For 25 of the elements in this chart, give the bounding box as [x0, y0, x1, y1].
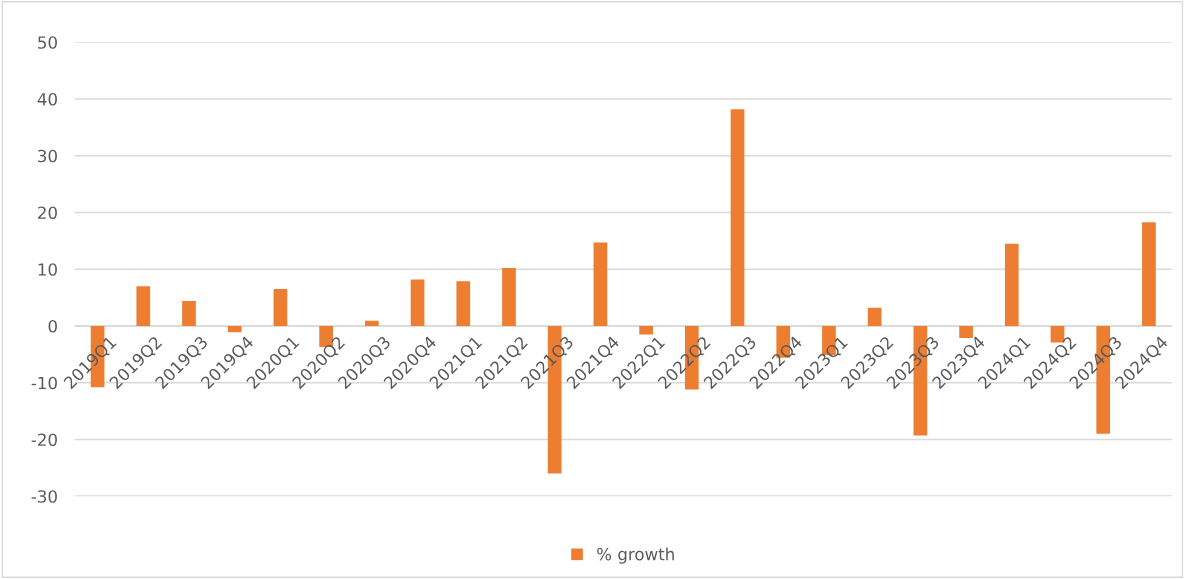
y-tick-label: 20 — [38, 206, 57, 220]
bar — [1004, 243, 1019, 326]
bar — [136, 286, 151, 326]
y-tick-label: -20 — [31, 433, 57, 447]
bar — [227, 325, 242, 333]
y-tick-label: -10 — [31, 376, 57, 390]
y-tick-label: 50 — [38, 36, 57, 49]
bar — [364, 320, 379, 326]
bar — [959, 325, 973, 338]
bar — [410, 279, 425, 326]
legend-label: % growth — [597, 547, 674, 564]
y-tick-label: 10 — [38, 263, 57, 276]
bar — [456, 281, 471, 326]
y-tick-label: 0 — [48, 319, 57, 333]
y-tick-label: 30 — [38, 149, 57, 163]
bar — [867, 307, 882, 326]
bar — [730, 109, 745, 326]
bar — [502, 268, 516, 326]
bar — [182, 301, 196, 326]
y-tick-label: -30 — [31, 490, 57, 503]
bar — [1142, 222, 1156, 326]
bar — [273, 289, 288, 326]
bar — [593, 242, 608, 326]
bar — [639, 325, 653, 335]
y-tick-label: 40 — [37, 92, 57, 106]
